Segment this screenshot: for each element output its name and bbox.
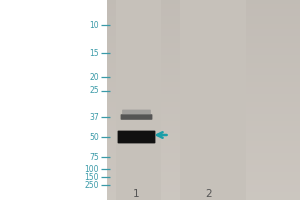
FancyBboxPatch shape [118, 131, 155, 143]
FancyBboxPatch shape [122, 110, 151, 114]
Bar [116, 0, 160, 200]
Text: 75: 75 [89, 152, 99, 162]
Text: 10: 10 [89, 21, 99, 29]
Text: 250: 250 [85, 180, 99, 190]
Text: 100: 100 [85, 164, 99, 173]
Text: 1: 1 [133, 189, 140, 199]
Text: 2: 2 [205, 189, 212, 199]
FancyBboxPatch shape [121, 114, 152, 120]
Bar [180, 0, 246, 200]
Text: 15: 15 [89, 48, 99, 58]
Text: 25: 25 [89, 86, 99, 95]
Text: 50: 50 [89, 132, 99, 142]
Text: 150: 150 [85, 172, 99, 182]
Text: 37: 37 [89, 112, 99, 121]
Text: 20: 20 [89, 72, 99, 82]
